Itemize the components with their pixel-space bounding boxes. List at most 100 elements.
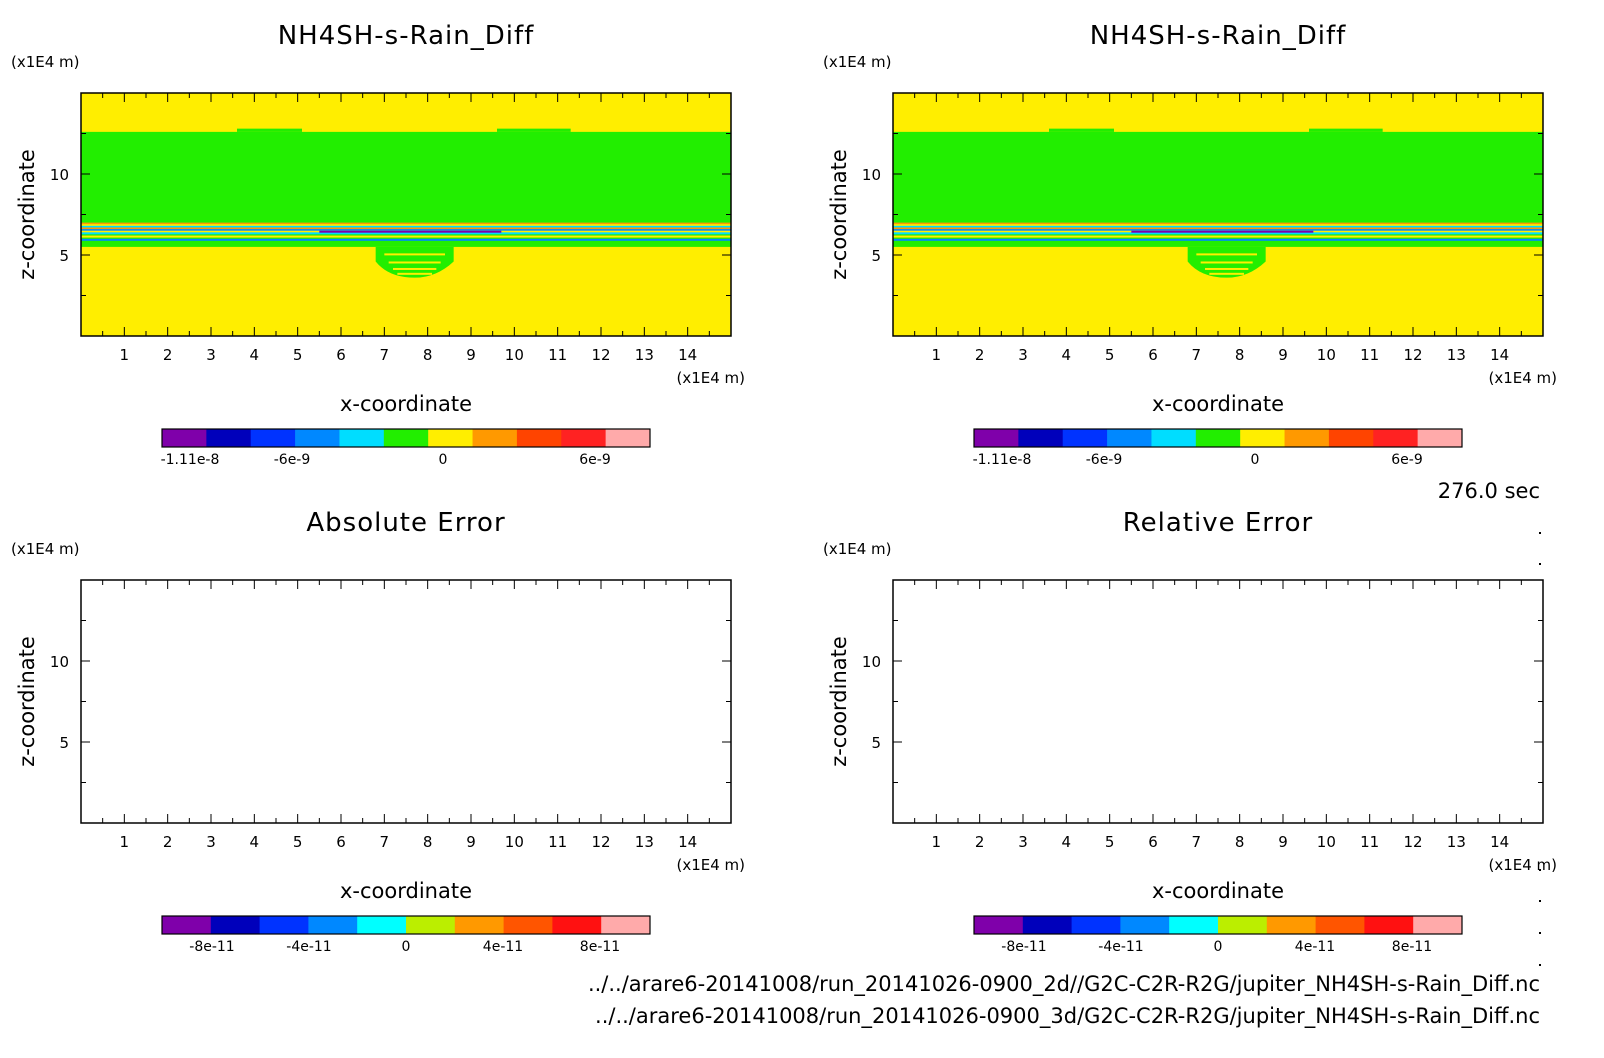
plot-frame <box>892 579 1544 824</box>
field-stripe <box>893 238 1543 241</box>
colorbar-swatch <box>1071 916 1121 934</box>
y-unit-label: (x1E4 m) <box>823 540 892 558</box>
x-tick-label: 3 <box>1018 833 1028 851</box>
chart-panel: NH4SH-s-Rain_Diff(x1E4 m)1 2 3 4 5 6 7 8 9 10 11 12… <box>823 21 1557 468</box>
field-stripe <box>893 232 1543 235</box>
x-tick-label: 12 <box>1403 833 1422 851</box>
colorbar-swatch <box>339 429 385 447</box>
y-tick-label: 5 <box>871 247 881 265</box>
colorbar-label: 4e-11 <box>1295 939 1335 955</box>
colorbar: -1.11e-8 -6e-9 0 6e-9 <box>973 428 1463 468</box>
x-tick-label: 7 <box>1192 833 1202 851</box>
colorbar-swatch <box>974 916 1024 934</box>
colorbar-swatch <box>1062 429 1108 447</box>
y-unit-label: (x1E4 m) <box>11 53 80 71</box>
field-stripe <box>893 222 1543 225</box>
colorbar-frame <box>161 428 651 448</box>
x-tick-label: 5 <box>293 346 303 364</box>
colorbar-swatch <box>1284 429 1330 447</box>
colorbar-label: 0 <box>402 939 411 955</box>
x-unit-label: (x1E4 m) <box>1488 369 1557 387</box>
colorbar-swatch <box>357 916 407 934</box>
x-tick-label: 13 <box>635 833 654 851</box>
colorbar-swatch <box>1022 916 1073 934</box>
x-tick-label: 11 <box>1360 833 1379 851</box>
x-tick-label: 14 <box>678 833 697 851</box>
x-tick-label: 12 <box>1403 346 1422 364</box>
x-tick-label: 11 <box>1360 346 1379 364</box>
x-tick-label: 2 <box>163 833 173 851</box>
colorbar-frame <box>973 428 1463 448</box>
field-plume-stripe <box>388 261 441 264</box>
field-stripe <box>81 225 731 228</box>
x-tick-label: 7 <box>1192 346 1202 364</box>
x-tick-label: 4 <box>250 833 260 851</box>
x-tick-label: 4 <box>1062 833 1072 851</box>
x-tick-label: 14 <box>678 346 697 364</box>
colorbar-swatch <box>206 429 252 447</box>
x-tick-label: 5 <box>1105 833 1115 851</box>
colorbar: -8e-11 -4e-11 0 4e-11 8e-11 <box>161 915 651 955</box>
x-tick-label: 13 <box>1447 346 1466 364</box>
field-stripe <box>81 222 731 225</box>
x-tick-label: 3 <box>1018 346 1028 364</box>
colorbar-swatch <box>428 429 474 447</box>
colorbar-swatch <box>561 429 607 447</box>
x-tick-label: 2 <box>975 346 985 364</box>
y-tick-label: 10 <box>862 166 881 184</box>
field-plume-stripe <box>393 267 437 270</box>
field-bump <box>1309 128 1383 132</box>
colorbar-swatch <box>1266 916 1317 934</box>
file-path-2: ../../arare6-20141008/run_20141026-0900_… <box>595 1004 1540 1029</box>
x-tick-label: 14 <box>1490 346 1509 364</box>
field-bump <box>1049 128 1114 132</box>
y-axis-label: z-coordinate <box>15 636 39 767</box>
colorbar-swatch <box>162 916 212 934</box>
colorbar-swatch <box>974 429 1019 447</box>
x-axis-label: x-coordinate <box>1152 879 1284 903</box>
colorbar-label: 8e-11 <box>1392 939 1432 955</box>
colorbar-swatch <box>1364 916 1414 934</box>
colorbar-swatch <box>601 916 651 934</box>
chart-panel: Relative Error(x1E4 m)1 2 3 4 5 6 7 8 9 10 11 12 13 1… <box>823 508 1557 955</box>
colorbar-frame <box>973 915 1463 935</box>
x-unit-label: (x1E4 m) <box>676 369 745 387</box>
x-axis-label: x-coordinate <box>1152 392 1284 416</box>
x-tick-label: 8 <box>423 833 433 851</box>
field-plume-stripe <box>1200 261 1253 264</box>
colorbar-swatch <box>406 916 456 934</box>
colorbar: -1.11e-8 -6e-9 0 6e-9 <box>161 428 651 468</box>
colorbar-swatch <box>162 429 207 447</box>
colorbar-swatch <box>1417 429 1463 447</box>
x-tick-label: 7 <box>380 833 390 851</box>
colorbar-swatch <box>516 429 562 447</box>
chart-title: NH4SH-s-Rain_Diff <box>1090 21 1347 51</box>
x-tick-label: 9 <box>466 833 476 851</box>
x-tick-label: 9 <box>1278 833 1288 851</box>
colorbar-swatch <box>1151 429 1197 447</box>
x-tick-label: 11 <box>548 346 567 364</box>
x-tick-label: 8 <box>423 346 433 364</box>
x-tick-label: 14 <box>1490 833 1509 851</box>
y-axis-label: z-coordinate <box>827 636 851 767</box>
field-plume-stripe <box>397 272 432 275</box>
colorbar-label: 0 <box>439 452 448 468</box>
y-tick-label: 10 <box>50 653 69 671</box>
colorbar-swatch <box>552 916 602 934</box>
x-tick-label: 6 <box>1148 833 1158 851</box>
field-stripe <box>81 232 731 235</box>
x-tick-label: 1 <box>932 833 942 851</box>
field-stripe-purple <box>319 230 502 233</box>
field-stripe <box>893 227 1543 230</box>
field-stripe <box>81 238 731 241</box>
colorbar-label: 0 <box>1251 452 1260 468</box>
x-tick-label: 8 <box>1235 833 1245 851</box>
x-tick-label: 13 <box>1447 833 1466 851</box>
colorbar-label: -6e-9 <box>1086 452 1123 468</box>
colorbar-swatch <box>472 429 518 447</box>
margin-dots <box>1539 532 1541 966</box>
field-plume-stripe <box>1209 272 1244 275</box>
x-axis-label: x-coordinate <box>340 392 472 416</box>
colorbar-swatch <box>1328 429 1374 447</box>
